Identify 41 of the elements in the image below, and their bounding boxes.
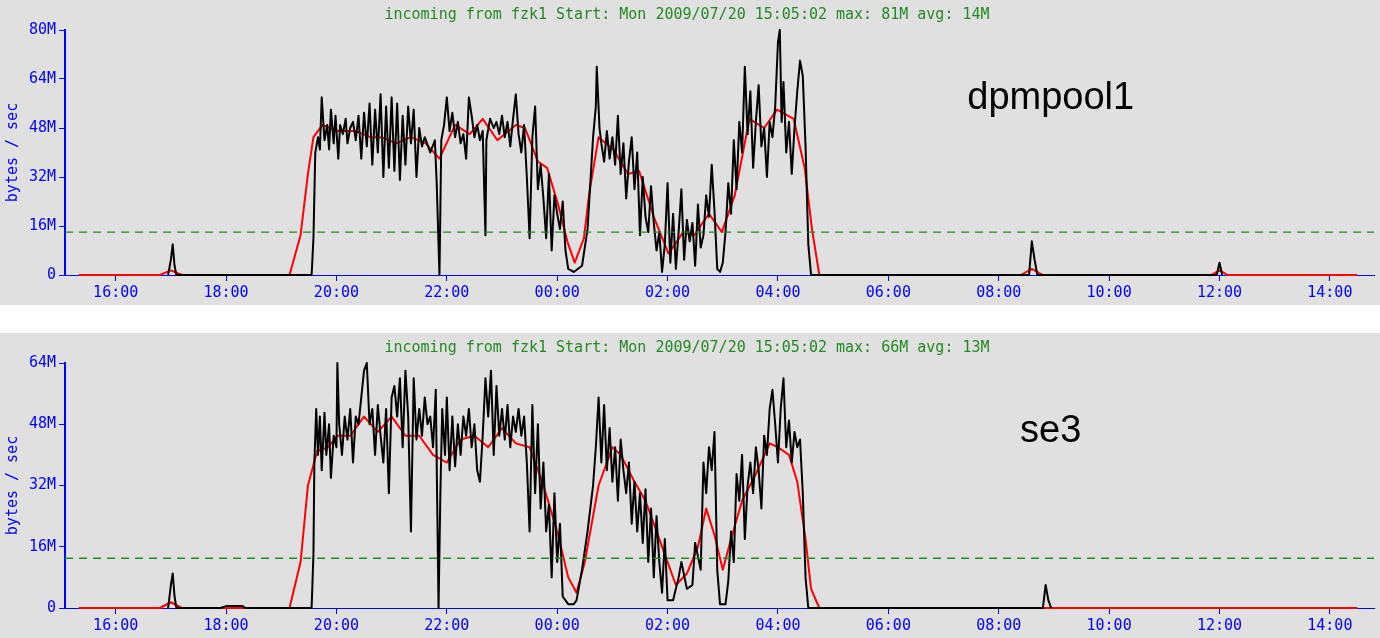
annotation: dpmpool1 [967, 75, 1135, 118]
y-tick-label: 48M [29, 117, 57, 136]
chart-title: incoming from fzk1 Start: Mon 2009/07/20 15:05:02 max: 66M avg: 13M [384, 337, 990, 356]
y-tick-label: 0 [47, 264, 57, 283]
x-tick-label: 06:00 [865, 615, 911, 634]
x-tick-label: 14:00 [1307, 282, 1353, 301]
x-tick-label: 00:00 [534, 615, 580, 634]
annotation: se3 [1020, 408, 1082, 451]
y-tick-label: 80M [29, 19, 57, 38]
x-tick-label: 16:00 [93, 282, 139, 301]
x-tick-label: 02:00 [645, 615, 691, 634]
y-tick-label: 32M [29, 475, 57, 494]
x-tick-label: 04:00 [755, 615, 801, 634]
x-tick-label: 06:00 [865, 282, 911, 301]
y-tick-label: 16M [29, 215, 57, 234]
y-axis-title: bytes / sec [2, 102, 21, 203]
y-tick-label: 32M [29, 166, 57, 185]
chart-title: incoming from fzk1 Start: Mon 2009/07/20 15:05:02 max: 81M avg: 14M [384, 4, 990, 23]
x-tick-label: 18:00 [203, 282, 249, 301]
x-tick-label: 14:00 [1307, 615, 1353, 634]
x-tick-label: 20:00 [313, 282, 360, 301]
x-tick-label: 12:00 [1196, 282, 1243, 301]
y-tick-label: 64M [29, 352, 57, 371]
y-tick-label: 48M [29, 414, 57, 433]
x-tick-label: 22:00 [424, 615, 470, 634]
x-tick-label: 10:00 [1086, 615, 1132, 634]
y-tick-label: 0 [47, 597, 57, 616]
x-tick-label: 18:00 [203, 615, 249, 634]
x-tick-label: 08:00 [976, 615, 1022, 634]
x-tick-label: 22:00 [424, 282, 470, 301]
x-tick-label: 00:00 [534, 282, 580, 301]
y-axis-title: bytes / sec [2, 435, 21, 536]
y-tick-label: 16M [29, 536, 57, 555]
x-tick-label: 08:00 [976, 282, 1022, 301]
x-tick-label: 10:00 [1086, 282, 1132, 301]
x-tick-label: 20:00 [313, 615, 360, 634]
y-tick-label: 64M [29, 68, 57, 87]
x-tick-label: 02:00 [645, 282, 691, 301]
x-tick-label: 04:00 [755, 282, 801, 301]
x-tick-label: 12:00 [1196, 615, 1243, 634]
x-tick-label: 16:00 [93, 615, 139, 634]
